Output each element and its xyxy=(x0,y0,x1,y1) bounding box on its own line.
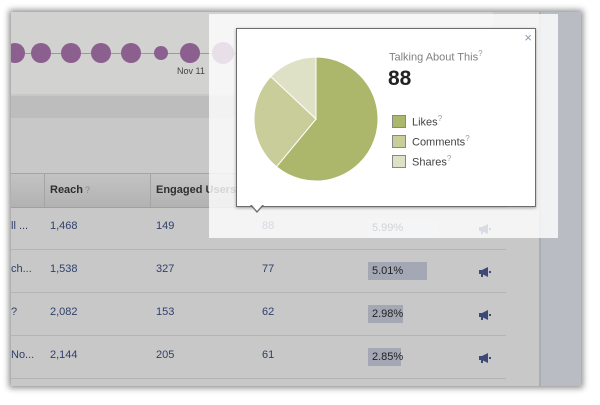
column-header-reach[interactable]: Reach? xyxy=(50,184,91,196)
engaged-users-value: 205 xyxy=(156,349,175,361)
column-separator xyxy=(44,174,45,207)
virality-value: 5.01% xyxy=(372,265,404,277)
table-row: ch... 1,538 327 77 5.01% xyxy=(11,250,506,293)
talking-about-value[interactable]: 61 xyxy=(262,349,275,361)
help-icon[interactable]: ? xyxy=(465,134,470,143)
talking-about-value[interactable]: 62 xyxy=(262,306,275,318)
megaphone-icon[interactable] xyxy=(478,265,492,283)
timeline-dot[interactable] xyxy=(31,43,51,63)
virality-value: 2.85% xyxy=(372,351,404,363)
popup-pointer-fill xyxy=(251,204,263,211)
timeline-dot[interactable] xyxy=(61,43,81,63)
timeline-date-label: Nov 11 xyxy=(177,66,205,76)
virality-value: 2.98% xyxy=(372,308,404,320)
megaphone-icon[interactable] xyxy=(478,351,492,369)
insights-page: Nov 11 Reach? Engaged Users ll ... 1,468 1… xyxy=(11,12,581,386)
reach-value: 2,082 xyxy=(50,306,78,318)
legend-label-likes: Likes xyxy=(412,116,438,129)
table-row: No... 2,144 205 61 2.85% xyxy=(11,336,506,379)
column-separator xyxy=(150,174,151,207)
legend-swatch xyxy=(392,135,406,148)
help-icon[interactable]: ? xyxy=(478,49,483,58)
reach-value: 2,144 xyxy=(50,349,78,361)
close-icon[interactable]: × xyxy=(524,30,532,45)
post-title-link[interactable]: No... xyxy=(11,349,35,361)
megaphone-icon[interactable] xyxy=(478,308,492,326)
post-title-link[interactable]: ch... xyxy=(11,263,32,275)
post-title-link[interactable]: ? xyxy=(11,306,18,318)
legend-swatch xyxy=(392,115,406,128)
help-icon[interactable]: ? xyxy=(85,185,91,195)
virality-bar: 2.85% xyxy=(368,348,404,366)
popup-value: 88 xyxy=(388,67,412,90)
timeline-dot[interactable] xyxy=(11,43,25,63)
timeline-dot[interactable] xyxy=(121,43,141,63)
engaged-users-value: 153 xyxy=(156,306,175,318)
timeline-dot[interactable] xyxy=(91,43,111,63)
talking-about-popup: × Talking About This? 88 Likes? Comments… xyxy=(236,28,536,207)
virality-bar: 5.01% xyxy=(368,262,427,280)
pie-slice-likes xyxy=(275,56,379,182)
pie-slice-shares xyxy=(270,56,317,121)
engaged-users-value: 327 xyxy=(156,263,175,275)
pie-slice-comments xyxy=(253,75,317,168)
post-title-link[interactable]: ll ... xyxy=(11,220,29,232)
timeline-dot[interactable] xyxy=(180,43,200,63)
virality-bar: 2.98% xyxy=(368,305,403,323)
popup-title: Talking About This? xyxy=(389,49,483,64)
talking-about-value[interactable]: 77 xyxy=(262,263,275,275)
legend-label-comments: Comments xyxy=(412,136,466,149)
legend-swatch xyxy=(392,155,406,168)
legend-label-shares: Shares xyxy=(412,156,447,169)
table-row: ? 2,082 153 62 2.98% xyxy=(11,293,506,336)
reach-value: 1,468 xyxy=(50,220,78,232)
help-icon[interactable]: ? xyxy=(437,114,443,123)
reach-value: 1,538 xyxy=(50,263,78,275)
pie-chart xyxy=(252,55,380,188)
timeline-dot[interactable] xyxy=(154,46,168,60)
help-icon[interactable]: ? xyxy=(446,154,452,163)
engaged-users-value: 149 xyxy=(156,220,175,232)
pie-chart-svg xyxy=(253,56,379,182)
